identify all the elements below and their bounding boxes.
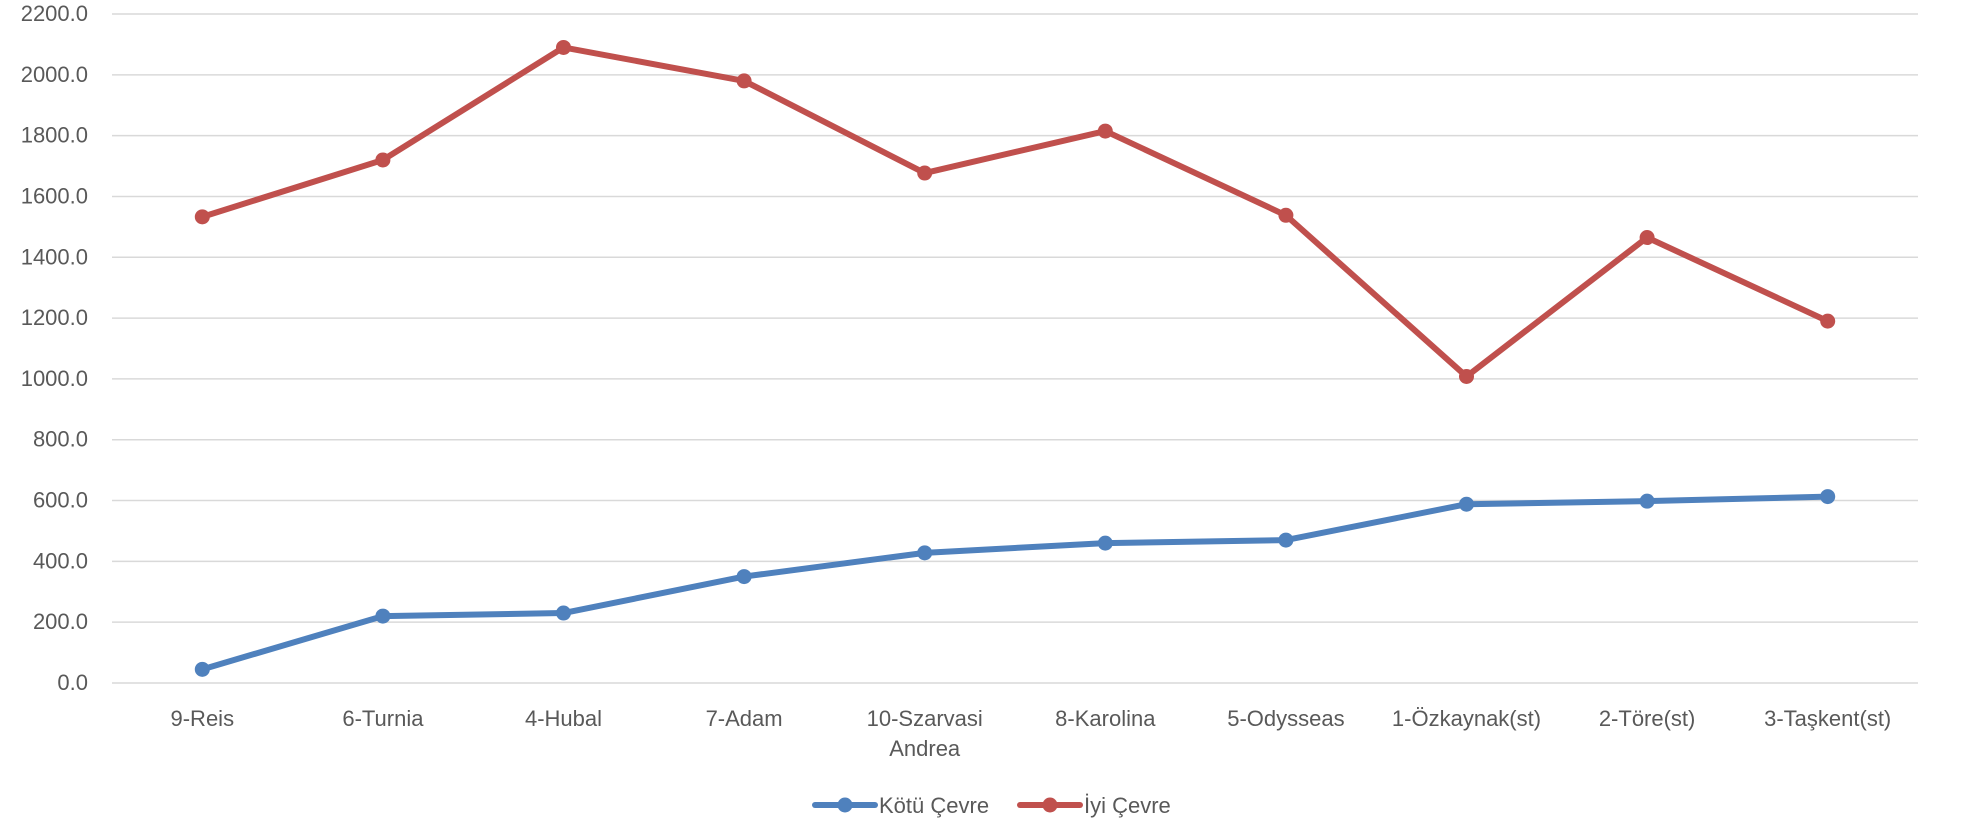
data-point [1639, 230, 1655, 246]
series-2 [194, 39, 1836, 384]
series-1 [194, 489, 1836, 677]
x-category-label: 5-Odysseas [1227, 706, 1344, 731]
data-point [917, 165, 933, 181]
data-point [736, 73, 752, 89]
y-tick-label: 400.0 [33, 548, 88, 573]
series-lines [194, 39, 1836, 677]
y-axis-ticks: 0.0 200.0 400.0 600.0 800.0 1000.0 1200.0 1400.… [21, 1, 88, 695]
y-tick-label: 1600.0 [21, 183, 88, 208]
data-point [375, 608, 391, 624]
data-point [194, 661, 210, 677]
gridlines [112, 13, 1918, 684]
data-point [917, 545, 933, 561]
x-axis-categories: 9-Reis 6-Turnia 4-Hubal 7-Adam 10-Szarvasi An… [171, 706, 1892, 761]
data-point [1459, 496, 1474, 512]
y-tick-label: 1800.0 [21, 123, 88, 148]
legend-label: İyi Çevre [1084, 793, 1171, 818]
x-category-label: 3-Taşkent(st) [1764, 706, 1891, 731]
data-point [556, 39, 571, 55]
data-point [1820, 489, 1836, 505]
y-tick-label: 600.0 [33, 488, 88, 513]
data-point [1459, 368, 1474, 384]
data-point [1820, 313, 1836, 329]
x-category-label: 9-Reis [171, 706, 235, 731]
y-tick-label: 0.0 [57, 670, 88, 695]
data-point [1097, 123, 1113, 139]
series-line [199, 44, 1831, 380]
legend-point-marker [1042, 797, 1058, 813]
x-category-label: 1-Özkaynak(st) [1392, 706, 1541, 731]
data-point [1097, 535, 1113, 551]
data-point [1278, 532, 1294, 548]
data-point [556, 605, 571, 621]
data-point [736, 569, 752, 585]
x-category-label: Andrea [889, 736, 961, 761]
data-point [375, 152, 391, 168]
legend-label: Kötü Çevre [879, 793, 989, 818]
y-tick-label: 1000.0 [21, 366, 88, 391]
data-point [194, 209, 210, 225]
legend-item: Kötü Çevre [812, 793, 989, 818]
y-tick-label: 1200.0 [21, 305, 88, 330]
series-line [199, 493, 1831, 673]
y-tick-label: 800.0 [33, 427, 88, 452]
x-category-label: 4-Hubal [525, 706, 602, 731]
legend-point-marker [837, 797, 853, 813]
data-point [1639, 493, 1655, 509]
y-tick-label: 2200.0 [21, 1, 88, 26]
data-point [1278, 207, 1294, 223]
y-tick-label: 2000.0 [21, 62, 88, 87]
x-category-label: 2-Töre(st) [1599, 706, 1696, 731]
y-tick-label: 200.0 [33, 609, 88, 634]
x-category-label: 6-Turnia [342, 706, 424, 731]
legend: Kötü Çevre İyi Çevre [812, 793, 1171, 818]
legend-item: İyi Çevre [1017, 793, 1171, 818]
x-category-label: 8-Karolina [1055, 706, 1156, 731]
x-category-label: 10-Szarvasi [867, 706, 983, 731]
x-category-label: 7-Adam [706, 706, 783, 731]
y-tick-label: 1400.0 [21, 244, 88, 269]
